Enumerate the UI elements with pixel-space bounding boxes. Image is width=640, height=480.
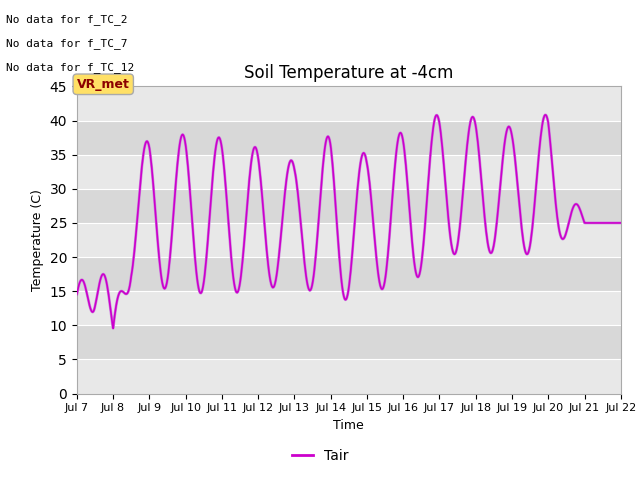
Text: VR_met: VR_met <box>77 78 130 91</box>
Bar <box>77 257 621 291</box>
Bar <box>77 189 621 223</box>
Y-axis label: Temperature (C): Temperature (C) <box>31 189 44 291</box>
Bar <box>77 223 621 257</box>
Bar <box>77 155 621 189</box>
Bar <box>77 120 621 155</box>
Text: No data for f_TC_7: No data for f_TC_7 <box>6 38 128 49</box>
Bar <box>77 360 621 394</box>
Text: No data for f_TC_12: No data for f_TC_12 <box>6 62 134 73</box>
Bar <box>77 86 621 120</box>
Legend: Tair: Tair <box>286 443 354 468</box>
Bar <box>77 291 621 325</box>
X-axis label: Time: Time <box>333 419 364 432</box>
Title: Soil Temperature at -4cm: Soil Temperature at -4cm <box>244 64 454 82</box>
Text: No data for f_TC_2: No data for f_TC_2 <box>6 14 128 25</box>
Bar <box>77 325 621 360</box>
